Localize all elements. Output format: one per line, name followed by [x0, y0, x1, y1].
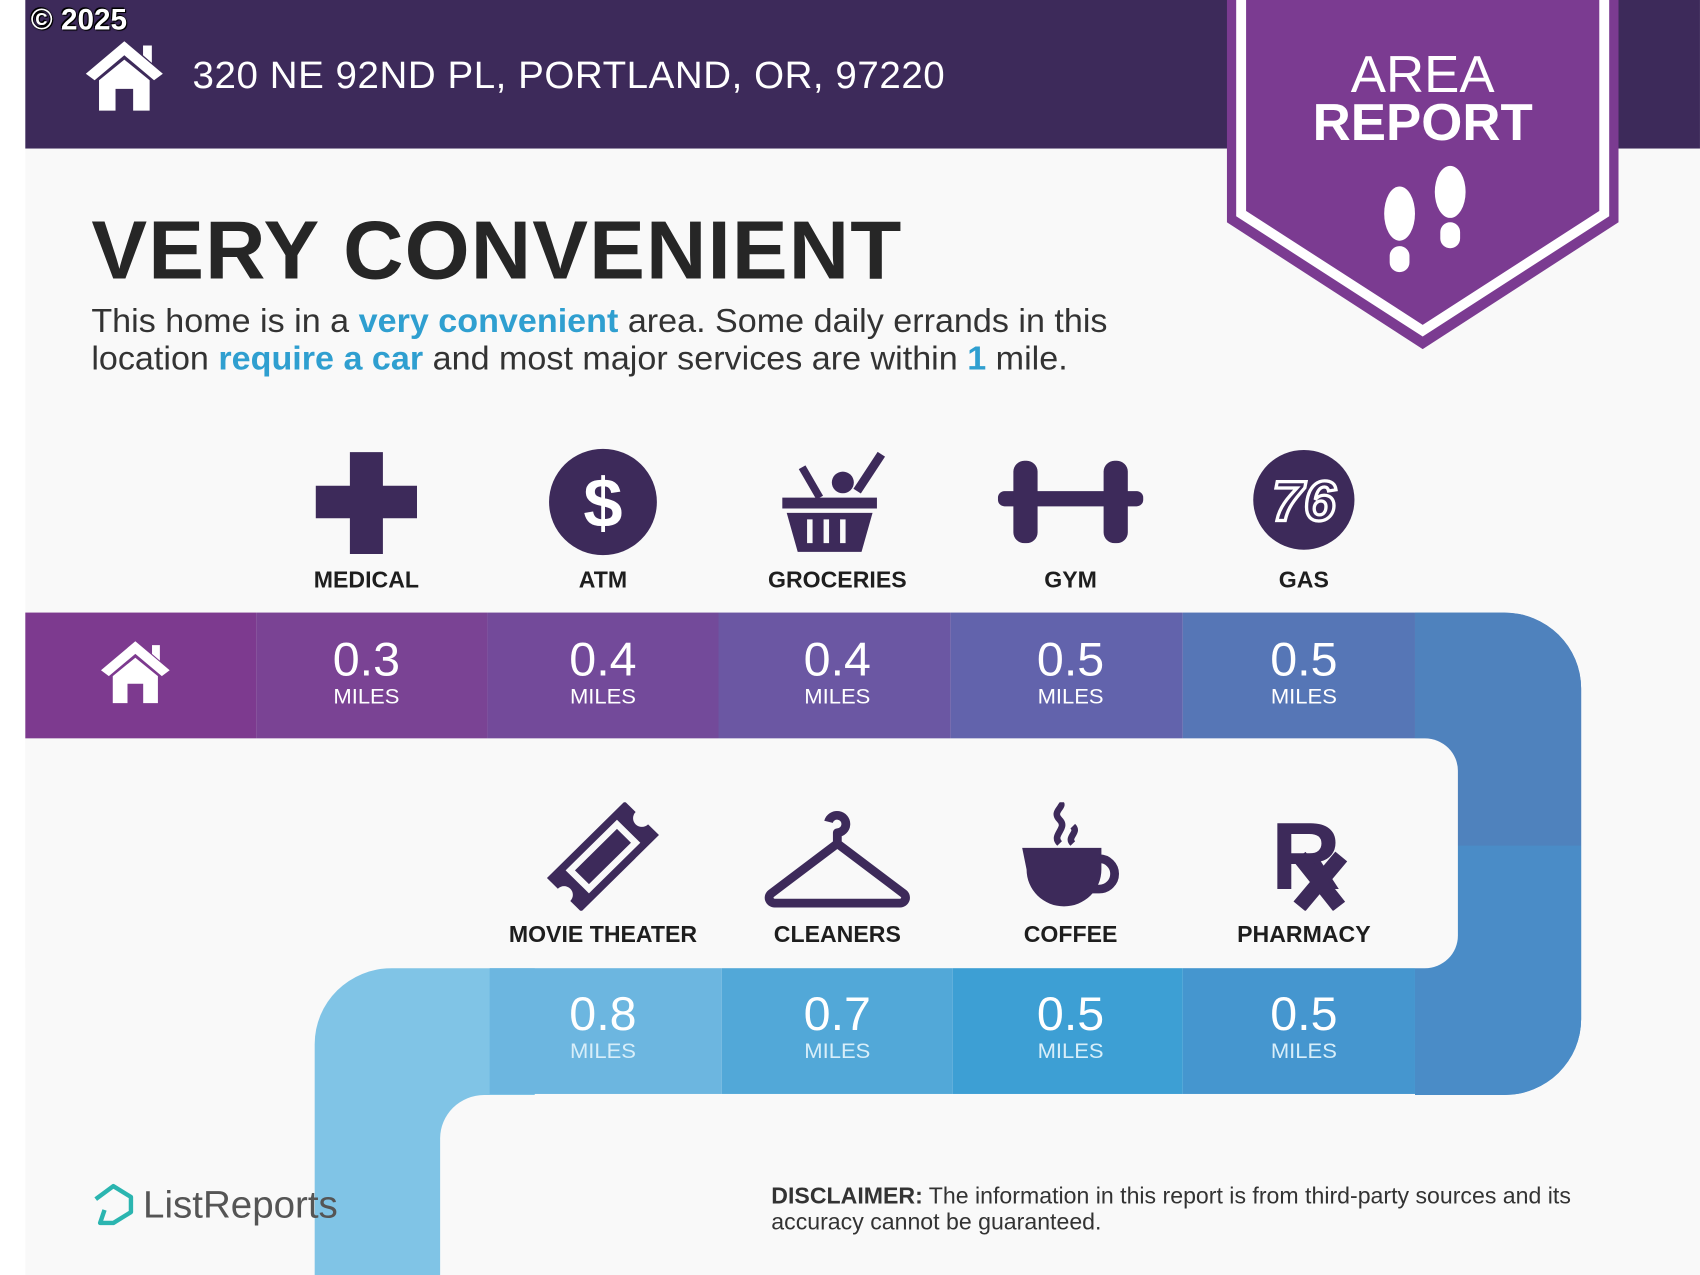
copyright: © 2025: [30, 3, 128, 36]
ticket-icon: [546, 802, 659, 911]
summary-part: and most major services are within: [423, 339, 968, 378]
inner-area: [25, 738, 1458, 969]
badge-title: AREA REPORT: [1227, 46, 1619, 152]
category-label: MEDICAL: [313, 568, 420, 594]
disclaimer: DISCLAIMER: The information in this repo…: [771, 1184, 1651, 1236]
disclaimer-label: DISCLAIMER:: [771, 1183, 923, 1209]
distance-value: 0.7: [803, 987, 871, 1041]
category-label: COFFEE: [1023, 922, 1118, 948]
category-label: MOVIE THEATER: [508, 922, 698, 948]
summary-text: This home is in a very convenient area. …: [91, 301, 1213, 377]
coffee-cup-icon: [1022, 802, 1119, 907]
area-report-badge: [1226, 0, 1619, 350]
page-title: VERY CONVENIENT: [91, 204, 903, 298]
distance-cell: [952, 968, 1183, 1094]
svg-text:$: $: [583, 464, 622, 541]
distance-cell: [489, 968, 722, 1094]
distance-value: 0.5: [1036, 633, 1105, 687]
category-label: GROCERIES: [767, 568, 907, 594]
summary-highlight: 1: [967, 339, 987, 378]
distance-unit: MILES: [1270, 685, 1337, 710]
badge-line-1: AREA: [1350, 46, 1495, 105]
distance-unit: MILES: [569, 1039, 636, 1064]
summary-highlight: very convenient: [358, 301, 619, 340]
distance-value: 0.5: [1270, 987, 1338, 1041]
category-label: GYM: [1044, 568, 1097, 594]
distance-value: 0.4: [569, 633, 637, 687]
distance-cell: [487, 612, 719, 739]
distance-cell: [256, 612, 488, 739]
footprints-icon: [1384, 165, 1466, 273]
distance-cell: [1182, 968, 1415, 1094]
medical-cross-icon: [315, 452, 418, 555]
distance-value: 0.3: [332, 633, 401, 687]
distance-unit: MILES: [1037, 1039, 1104, 1064]
category-label: GAS: [1278, 568, 1329, 594]
distance-cell: [1182, 612, 1415, 739]
category-label: PHARMACY: [1237, 922, 1371, 948]
distance-unit: MILES: [804, 1039, 871, 1064]
distance-unit: MILES: [333, 685, 400, 710]
category-label: ATM: [578, 568, 628, 594]
distance-unit: MILES: [1270, 1039, 1337, 1064]
summary-part: area. Some daily errands in this locatio…: [91, 301, 1108, 378]
category-label: CLEANERS: [773, 922, 901, 948]
left-margin: [0, 0, 26, 1275]
home-icon: [100, 641, 170, 704]
summary-highlight: require a car: [218, 339, 424, 378]
rx-icon: R: [1271, 804, 1348, 911]
badge-line-2: REPORT: [1312, 94, 1533, 152]
distance-value: 0.5: [1036, 987, 1105, 1041]
distance-unit: MILES: [804, 685, 871, 710]
summary-part: This home is in a: [91, 301, 359, 340]
distance-cell: [718, 612, 951, 739]
gas-76-icon: 76: [1253, 449, 1355, 550]
property-address: 320 NE 92ND PL, PORTLAND, OR, 97220: [192, 54, 946, 97]
dumbbell-icon: [997, 460, 1144, 544]
inner-corner: [440, 1095, 661, 1275]
home-icon: [85, 41, 163, 111]
brand-name: ListReports: [143, 1183, 338, 1227]
distance-value: 0.4: [803, 633, 871, 687]
hanger-icon: [764, 811, 910, 908]
dollar-icon: $: [549, 448, 657, 556]
listreports-logo-icon: [94, 1183, 134, 1226]
distance-value: 0.5: [1270, 633, 1338, 687]
distance-cell: [950, 612, 1183, 739]
disclaimer-text: The information in this report is from t…: [771, 1183, 1571, 1235]
svg-text:76: 76: [1272, 471, 1336, 534]
grocery-basket-icon: [782, 451, 886, 552]
distance-unit: MILES: [569, 685, 636, 710]
distance-value: 0.8: [569, 987, 637, 1041]
summary-part: mile.: [986, 339, 1068, 378]
distance-cell: [721, 968, 953, 1094]
distance-unit: MILES: [1037, 685, 1104, 710]
